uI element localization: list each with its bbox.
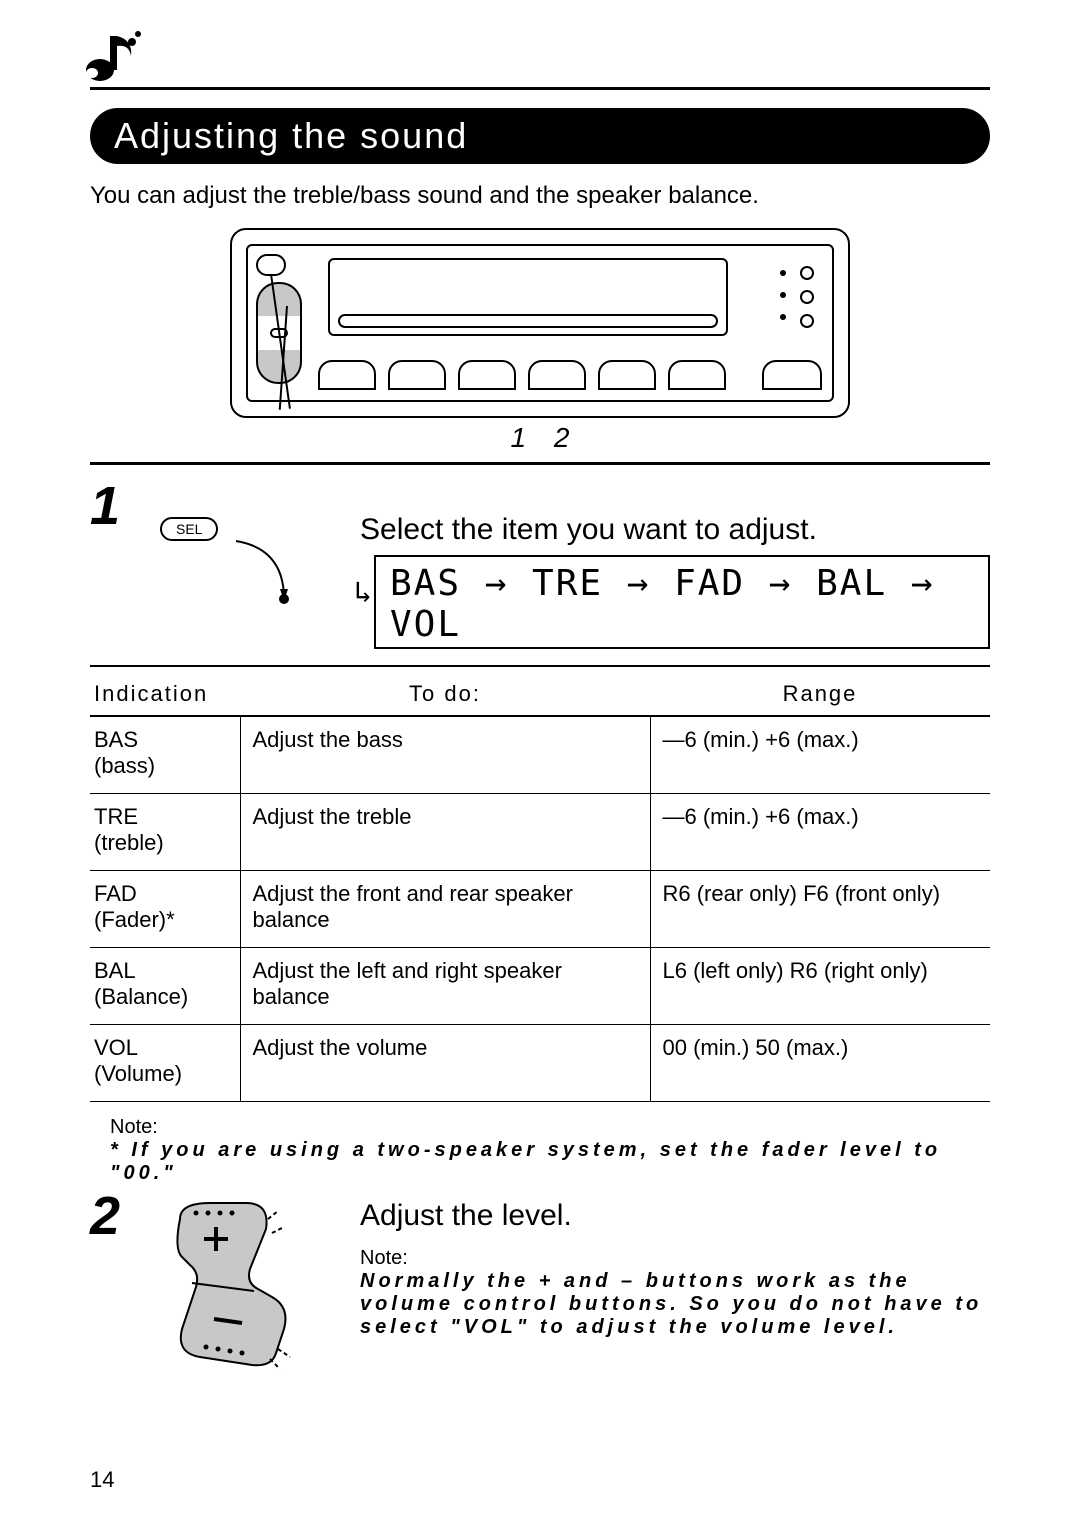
device-slot xyxy=(338,314,718,328)
th-indication: Indication xyxy=(90,673,240,716)
page-number: 14 xyxy=(90,1467,114,1493)
device-sel-icon xyxy=(256,254,286,276)
indication-code: BAL xyxy=(94,958,234,984)
todo-cell: Adjust the treble xyxy=(240,794,650,871)
note-2-text: Normally the + and – buttons work as the… xyxy=(360,1270,990,1339)
todo-cell: Adjust the front and rear speaker balanc… xyxy=(240,871,650,948)
sel-button-label: SEL xyxy=(160,517,218,541)
device-small-dots xyxy=(780,270,786,336)
figure-labels: 1 2 xyxy=(230,422,850,454)
note-1-label: Note: xyxy=(110,1116,990,1139)
table-row: FAD(Fader)*Adjust the front and rear spe… xyxy=(90,871,990,948)
range-cell: —6 (min.) +6 (max.) xyxy=(650,716,990,794)
todo-cell: Adjust the left and right speaker balanc… xyxy=(240,948,650,1025)
device-minus-icon xyxy=(256,350,302,384)
step-2-instruction: Adjust the level. xyxy=(360,1199,990,1233)
indication-name: (Volume) xyxy=(94,1061,234,1087)
mode-sequence-display: ↳ BAS → TRE → FAD → BAL → VOL xyxy=(374,555,990,649)
table-row: BAS(bass)Adjust the bass—6 (min.) +6 (ma… xyxy=(90,716,990,794)
todo-cell: Adjust the bass xyxy=(240,716,650,794)
music-note-icon xyxy=(80,30,150,91)
note-2-label: Note: xyxy=(360,1247,990,1270)
indication-code: FAD xyxy=(94,881,234,907)
indication-code: BAS xyxy=(94,727,234,753)
indication-code: TRE xyxy=(94,804,234,830)
indication-code: VOL xyxy=(94,1035,234,1061)
device-button-row xyxy=(318,360,726,390)
device-dots xyxy=(800,266,814,338)
mode-sequence-text: BAS → TRE → FAD → BAL → VOL xyxy=(390,563,935,645)
table-row: VOL(Volume)Adjust the volume00 (min.) 50… xyxy=(90,1025,990,1102)
step-2-row: 2 xyxy=(90,1189,990,1374)
th-todo: To do: xyxy=(240,673,650,716)
section-title-bar: Adjusting the sound xyxy=(90,108,990,164)
range-cell: L6 (left only) R6 (right only) xyxy=(650,948,990,1025)
figure-label-1: 1 xyxy=(511,422,527,453)
range-cell: 00 (min.) 50 (max.) xyxy=(650,1025,990,1102)
step-1-instruction: Select the item you want to adjust. xyxy=(360,513,990,547)
device-plus-icon xyxy=(256,282,302,316)
figure-label-2: 2 xyxy=(554,422,570,453)
step-1-number: 1 xyxy=(90,479,160,649)
arrow-icon: ↳ xyxy=(354,575,374,610)
rule-above-table xyxy=(90,665,990,667)
todo-cell: Adjust the volume xyxy=(240,1025,650,1102)
range-cell: R6 (rear only) F6 (front only) xyxy=(650,871,990,948)
note-1: Note: * If you are using a two-speaker s… xyxy=(90,1116,990,1185)
indication-name: (Balance) xyxy=(94,984,234,1010)
sound-adjust-table: Indication To do: Range BAS(bass)Adjust … xyxy=(90,673,990,1102)
indication-name: (Fader)* xyxy=(94,907,234,933)
section-title: Adjusting the sound xyxy=(114,115,468,157)
note-2: Note: Normally the + and – buttons work … xyxy=(360,1247,990,1339)
device-figure: 1 2 xyxy=(230,228,850,454)
range-cell: —6 (min.) +6 (max.) xyxy=(650,794,990,871)
intro-text: You can adjust the treble/bass sound and… xyxy=(90,182,990,210)
table-row: BAL(Balance)Adjust the left and right sp… xyxy=(90,948,990,1025)
device-right-button xyxy=(762,360,822,390)
plus-minus-controller-icon xyxy=(160,1199,300,1374)
note-1-text: * If you are using a two-speaker system,… xyxy=(110,1139,990,1185)
indication-name: (bass) xyxy=(94,753,234,779)
rule-above-step1 xyxy=(90,462,990,465)
step-2-number: 2 xyxy=(90,1189,160,1374)
th-range: Range xyxy=(650,673,990,716)
indication-name: (treble) xyxy=(94,830,234,856)
table-row: TRE(treble)Adjust the treble—6 (min.) +6… xyxy=(90,794,990,871)
sel-callout-icon xyxy=(234,539,294,599)
header-rule xyxy=(90,30,990,90)
step-1-row: 1 SEL Select the item you want to adjust… xyxy=(90,479,990,649)
